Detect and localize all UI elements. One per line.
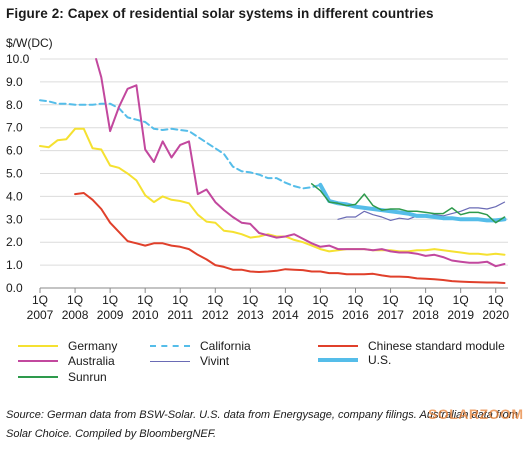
legend-item-australia: Australia <box>18 354 115 368</box>
source-note: Source: German data from BSW-Solar. U.S.… <box>6 409 518 440</box>
y-tick-label: 3.0 <box>6 212 23 226</box>
legend-item-germany: Germany <box>18 339 117 353</box>
series-line-germany <box>39 127 506 256</box>
x-tick-label-quarter: 1Q <box>277 293 293 307</box>
watermark-logo: SOLARZOOM <box>428 406 524 422</box>
x-tick-label-year: 2007 <box>27 308 54 322</box>
series-lines <box>39 58 507 284</box>
legend-swatch-australia <box>18 360 58 362</box>
x-tick-label-year: 2014 <box>272 308 299 322</box>
y-tick-label: 5.0 <box>6 167 23 181</box>
x-tick-label-year: 2020 <box>482 308 509 322</box>
y-tick-label: 7.0 <box>6 121 23 135</box>
x-tick-label-year: 2010 <box>132 308 159 322</box>
x-tick-label-quarter: 1Q <box>383 293 399 307</box>
line-chart: 0.01.02.03.04.05.06.07.08.09.010.01Q2007… <box>6 52 509 322</box>
series-line-sunrun <box>310 183 506 224</box>
legend-label-chinese-module: Chinese standard module <box>368 339 505 353</box>
x-tick-label-quarter: 1Q <box>102 293 118 307</box>
legend-item-california: California <box>150 339 251 353</box>
y-tick-label: 6.0 <box>6 144 23 158</box>
x-tick-label-year: 2011 <box>167 308 193 322</box>
grid-lines <box>40 58 508 266</box>
x-tick-label-quarter: 1Q <box>172 293 188 307</box>
axes: 0.01.02.03.04.05.06.07.08.09.010.01Q2007… <box>6 52 509 322</box>
x-tick-label-year: 2009 <box>97 308 124 322</box>
y-tick-label: 9.0 <box>6 75 23 89</box>
y-tick-label: 0.0 <box>6 281 23 295</box>
legend-item-sunrun: Sunrun <box>18 370 107 384</box>
legend-swatch-sunrun <box>18 376 58 378</box>
x-tick-label-quarter: 1Q <box>418 293 434 307</box>
x-tick-label-quarter: 1Q <box>207 293 223 307</box>
legend-swatch-us <box>318 358 358 362</box>
chart-title: Figure 2: Capex of residential solar sys… <box>6 6 434 21</box>
series-line-chinese-standard-module <box>74 192 506 284</box>
legend-label-germany: Germany <box>68 339 118 353</box>
series-line-u-s- <box>318 182 507 223</box>
y-axis-label: $/W(DC) <box>6 36 53 50</box>
legend-item-vivint: Vivint <box>150 354 229 368</box>
legend-label-vivint: Vivint <box>200 354 230 368</box>
x-tick-label-year: 2017 <box>377 308 404 322</box>
x-tick-label-year: 2008 <box>62 308 89 322</box>
x-tick-label-quarter: 1Q <box>488 293 504 307</box>
x-tick-label-quarter: 1Q <box>242 293 258 307</box>
x-tick-label-quarter: 1Q <box>67 293 83 307</box>
legend-label-australia: Australia <box>68 354 115 368</box>
legend-swatch-chinese-module <box>318 345 358 347</box>
x-tick-label-quarter: 1Q <box>32 293 48 307</box>
y-tick-label: 1.0 <box>6 258 23 272</box>
y-tick-label: 10.0 <box>6 52 30 66</box>
legend-swatch-vivint <box>150 360 190 362</box>
x-tick-label-year: 2016 <box>342 308 369 322</box>
series-line-australia <box>95 58 506 268</box>
x-tick-label-year: 2015 <box>307 308 334 322</box>
legend-item-chinese-module: Chinese standard module <box>318 339 505 353</box>
y-tick-label: 2.0 <box>6 235 23 249</box>
x-tick-label-quarter: 1Q <box>347 293 363 307</box>
x-tick-label-quarter: 1Q <box>137 293 153 307</box>
x-tick-label-year: 2012 <box>202 308 229 322</box>
y-tick-label: 4.0 <box>6 189 23 203</box>
y-tick-label: 8.0 <box>6 98 23 112</box>
x-tick-label-year: 2019 <box>447 308 474 322</box>
legend-item-us: U.S. <box>318 353 391 367</box>
legend-swatch-germany <box>18 345 58 347</box>
x-tick-label-quarter: 1Q <box>312 293 328 307</box>
legend-label-us: U.S. <box>368 353 392 367</box>
x-tick-label-quarter: 1Q <box>453 293 469 307</box>
x-tick-label-year: 2018 <box>412 308 439 322</box>
legend-label-sunrun: Sunrun <box>68 370 107 384</box>
legend-swatch-california <box>150 345 190 347</box>
x-tick-label-year: 2013 <box>237 308 264 322</box>
legend-label-california: California <box>200 339 251 353</box>
